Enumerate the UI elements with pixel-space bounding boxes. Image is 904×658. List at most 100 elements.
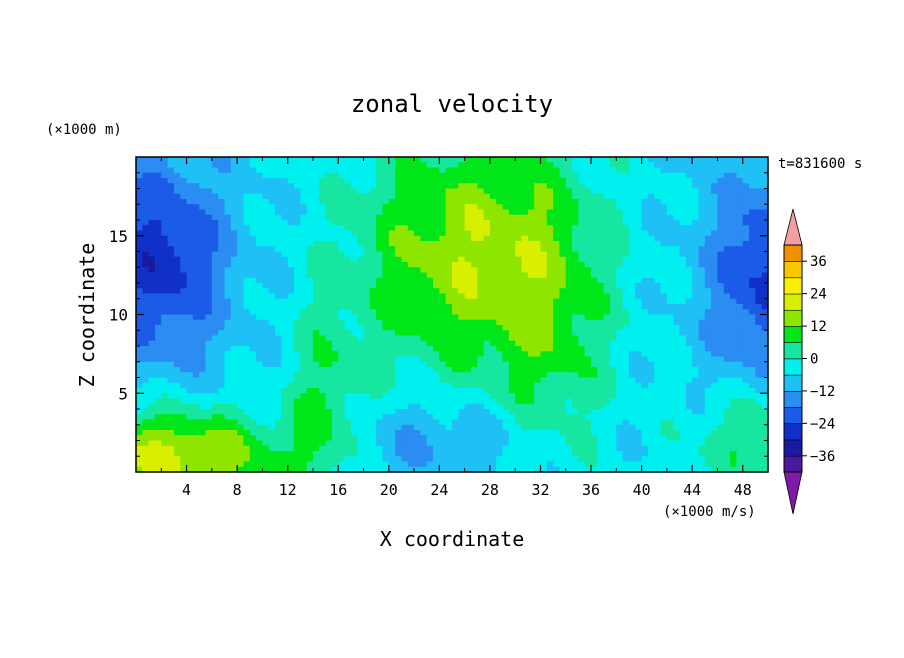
heatmap-cell (572, 251, 579, 258)
heatmap-cell (148, 304, 156, 310)
heatmap-cell (186, 398, 194, 405)
heatmap-cell (723, 325, 731, 331)
heatmap-cell (470, 372, 478, 379)
heatmap-cell (628, 235, 636, 242)
heatmap-cell (565, 277, 573, 284)
heatmap-cell (584, 414, 592, 421)
heatmap-cell (527, 178, 535, 184)
heatmap-cell (749, 157, 756, 163)
heatmap-cell (433, 272, 440, 279)
heatmap-cell (723, 398, 731, 405)
heatmap-cell (660, 277, 668, 284)
heatmap-cell (502, 178, 510, 184)
heatmap-cell (477, 204, 485, 211)
heatmap-cell (420, 414, 428, 421)
heatmap-cell (167, 409, 175, 415)
heatmap-cell (540, 377, 548, 384)
heatmap-cell (173, 188, 181, 195)
heatmap-cell (736, 382, 744, 389)
heatmap-cell (433, 372, 440, 379)
heatmap-cell (281, 367, 289, 373)
heatmap-cell (502, 172, 510, 179)
heatmap-cell (654, 356, 662, 363)
heatmap-cell (433, 241, 440, 247)
heatmap-cell (312, 246, 320, 253)
heatmap-cell (243, 325, 251, 331)
heatmap-cell (572, 199, 579, 205)
heatmap-cell (262, 241, 270, 247)
heatmap-cell (546, 288, 554, 295)
heatmap-cell (300, 288, 308, 295)
heatmap-cell (401, 178, 409, 184)
heatmap-cell (622, 199, 630, 205)
heatmap-cell (148, 356, 156, 363)
heatmap-cell (647, 246, 655, 253)
heatmap-cell (654, 367, 662, 373)
heatmap-cell (673, 409, 681, 415)
heatmap-cell (224, 325, 232, 331)
heatmap-cell (470, 225, 478, 232)
heatmap-cell (641, 262, 649, 268)
heatmap-cell (572, 393, 579, 400)
heatmap-cell (205, 183, 213, 190)
heatmap-cell (275, 209, 282, 216)
heatmap-cell (559, 256, 567, 263)
heatmap-cell (730, 235, 737, 242)
heatmap-cell (458, 157, 466, 163)
heatmap-cell (281, 340, 289, 347)
heatmap-cell (237, 409, 245, 415)
heatmap-cell (224, 319, 232, 326)
heatmap-cell (376, 162, 384, 169)
heatmap-cell (218, 335, 226, 342)
heatmap-cell (559, 220, 567, 226)
heatmap-cell (578, 325, 586, 331)
heatmap-cell (192, 367, 200, 373)
heatmap-cell (546, 319, 554, 326)
heatmap-cell (173, 372, 181, 379)
heatmap-cell (666, 309, 674, 316)
heatmap-cell (521, 251, 529, 258)
heatmap-cell (635, 319, 643, 326)
heatmap-cell (698, 388, 706, 394)
heatmap-cell (300, 157, 308, 163)
heatmap-cell (527, 309, 535, 316)
heatmap-cell (407, 183, 415, 190)
heatmap-cell (761, 193, 768, 200)
heatmap-cell (477, 167, 485, 174)
heatmap-cell (161, 251, 169, 258)
heatmap-cell (230, 204, 238, 211)
heatmap-cell (692, 335, 700, 342)
heatmap-cell (211, 314, 219, 321)
heatmap-cell (281, 178, 289, 184)
heatmap-cell (306, 167, 314, 174)
heatmap-cell (736, 409, 744, 415)
heatmap-cell (610, 230, 617, 237)
heatmap-cell (294, 314, 301, 321)
heatmap-cell (654, 414, 662, 421)
heatmap-cell (268, 393, 276, 400)
heatmap-cell (698, 283, 706, 289)
heatmap-cell (578, 220, 586, 226)
heatmap-cell (742, 288, 750, 295)
heatmap-cell (237, 403, 245, 410)
heatmap-cell (344, 157, 352, 163)
heatmap-cell (350, 298, 358, 305)
heatmap-cell (464, 272, 472, 279)
heatmap-cell (546, 262, 554, 268)
heatmap-cell (230, 388, 238, 394)
heatmap-cell (205, 298, 213, 305)
heatmap-cell (445, 172, 453, 179)
heatmap-cell (610, 235, 617, 242)
heatmap-cell (205, 314, 213, 321)
heatmap-cell (382, 403, 390, 410)
heatmap-cell (540, 293, 548, 300)
heatmap-cell (464, 267, 472, 274)
heatmap-cell (262, 298, 270, 305)
heatmap-cell (616, 162, 624, 169)
heatmap-cell (382, 262, 390, 268)
heatmap-cell (426, 230, 434, 237)
heatmap-cell (540, 382, 548, 389)
heatmap-cell (704, 204, 712, 211)
heatmap-cell (591, 272, 598, 279)
heatmap-cell (350, 183, 358, 190)
